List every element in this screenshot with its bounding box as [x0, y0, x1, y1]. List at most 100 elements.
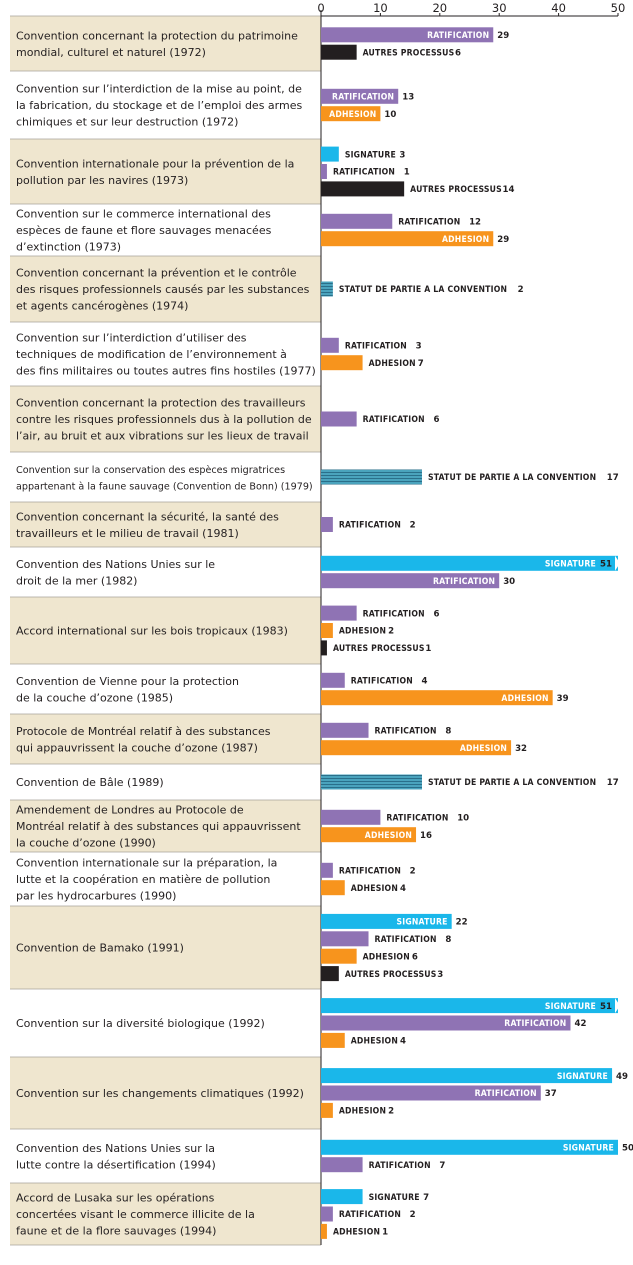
bar-category-label: SIGNATURE — [545, 560, 596, 570]
bar-category-label: SIGNATURE — [345, 150, 396, 160]
bar-category-label: RATIFICATION — [369, 1161, 431, 1171]
bar-value-label: 10 — [457, 814, 469, 824]
bar-category-label: RATIFICATION — [504, 1019, 566, 1029]
bar-ratification — [321, 605, 357, 621]
bar-adhesion — [321, 1102, 333, 1118]
bar-category-label: RATIFICATION — [333, 168, 395, 178]
bar-adhesion — [321, 106, 381, 122]
row-label: Convention concernant la protection des … — [16, 397, 312, 443]
overflow-marker — [615, 555, 620, 571]
bar-category-label: ADHESION — [339, 1107, 386, 1117]
bar-value-label: 8 — [445, 727, 451, 737]
bar-category-label: STATUT DE PARTIE A LA CONVENTION — [428, 473, 596, 483]
row-backgrounds — [10, 16, 321, 1245]
row-background — [10, 1183, 321, 1245]
bar-category-label: ADHESION — [369, 359, 416, 369]
row-label: Convention concernant la protection du p… — [16, 29, 298, 59]
row-label-line: chimiques et sur leur destruction (1972) — [16, 116, 238, 129]
row-label-line: Accord international sur les bois tropic… — [16, 625, 288, 638]
bar-value-label: 49 — [616, 1072, 628, 1082]
row-label-line: Convention sur la conservation des espèc… — [16, 464, 285, 476]
bar-value-label: 3 — [399, 150, 405, 160]
bar-value-label: 2 — [388, 627, 394, 637]
row-label-line: contre les risques professionnels dus à … — [16, 413, 312, 426]
row-labels: Convention concernant la protection du p… — [16, 29, 316, 1237]
bar-category-label: RATIFICATION — [339, 1210, 401, 1220]
bar-category-label: SIGNATURE — [545, 1002, 596, 1012]
row-background — [10, 256, 321, 322]
row-label: Convention de Vienne pour la protection d… — [16, 675, 239, 705]
bar-statut-de-partie-a-la-convention — [321, 469, 422, 485]
bar-value-label: 13 — [402, 93, 414, 103]
row-label-line: Amendement de Londres au Protocole de — [16, 804, 244, 817]
row-label-line: la fabrication, du stockage et de l’empl… — [16, 99, 302, 112]
bar-value-label: 1 — [404, 168, 410, 178]
bar-category-label: AUTRES PROCESSUS — [345, 970, 437, 980]
bar-value-label: 4 — [400, 884, 406, 894]
bar-adhesion — [321, 1223, 327, 1239]
bar-value-label: 16 — [420, 831, 432, 841]
row-label-line: Convention de Bâle (1989) — [16, 776, 164, 789]
bar-ratification — [321, 809, 381, 825]
row-label-line: Convention sur l’interdiction de la mise… — [16, 83, 302, 96]
row-label-line: Convention sur le commerce international… — [16, 208, 271, 221]
bar-category-label: RATIFICATION — [332, 93, 394, 103]
bar-value-label: 50 — [622, 1144, 633, 1154]
bar-ratification — [321, 411, 357, 427]
bar-category-label: ADHESION — [460, 744, 507, 754]
bar-value-label: 3 — [437, 970, 443, 980]
row-label: Convention sur les changements climatiqu… — [16, 1087, 304, 1100]
row-background — [10, 502, 321, 547]
bar-category-label: RATIFICATION — [427, 31, 489, 41]
row-label-line: d’extinction (1973) — [16, 241, 121, 254]
x-tick-label: 20 — [432, 1, 447, 15]
bar-value-label: 2 — [518, 285, 524, 295]
row-label-line: droit de la mer (1982) — [16, 574, 137, 587]
bar-category-label: ADHESION — [333, 1228, 380, 1238]
bar-category-label: ADHESION — [351, 1037, 398, 1047]
row-label: Convention sur la conservation des espèc… — [16, 464, 313, 493]
row-label: Convention concernant la prévention et l… — [16, 267, 310, 313]
bar-adhesion — [321, 740, 512, 756]
bar-category-label: RATIFICATION — [363, 609, 425, 619]
bar-value-label: 42 — [574, 1019, 586, 1029]
bar-adhesion — [321, 623, 333, 638]
bar-adhesion — [321, 827, 417, 843]
bar-signature — [321, 146, 339, 162]
row-label-line: Convention de Bamako (1991) — [16, 942, 184, 955]
bar-category-label: STATUT DE PARTIE A LA CONVENTION — [339, 285, 507, 295]
bar-value-label: 1 — [382, 1228, 388, 1238]
row-background — [10, 906, 321, 989]
row-label-line: pollution par les navires (1973) — [16, 174, 188, 187]
bar-ratification — [321, 862, 333, 878]
row-label: Convention des Nations Unies sur le droit… — [16, 558, 215, 588]
row-background — [10, 139, 321, 204]
row-label-line: appartenant à la faune sauvage (Conventi… — [16, 480, 313, 492]
row-label-line: Convention de Vienne pour la protection — [16, 675, 239, 688]
bar-autres-processus — [321, 181, 405, 197]
bar-ratification — [321, 517, 333, 532]
row-label-line: faune et de la flore sauvages (1994) — [16, 1225, 216, 1238]
bar-ratification — [321, 1206, 333, 1222]
bar-signature — [321, 1068, 613, 1084]
bar-category-label: RATIFICATION — [351, 677, 413, 687]
bar-category-label: RATIFICATION — [339, 867, 401, 877]
bar-value-label: 30 — [503, 577, 515, 587]
bar-value-label: 6 — [455, 48, 461, 58]
row-label-line: techniques de modification de l’environn… — [16, 348, 287, 361]
x-tick-label: 0 — [317, 1, 324, 15]
bar-value-label: 7 — [418, 359, 424, 369]
row-label-line: des fins militaires ou toutes autres fin… — [16, 365, 316, 378]
bar-ratification — [321, 27, 494, 43]
bar-value-label: 51 — [600, 1002, 612, 1012]
bar-autres-processus — [321, 966, 339, 982]
bar-category-label: RATIFICATION — [345, 342, 407, 352]
bar-adhesion — [321, 355, 363, 371]
row-label: Protocole de Montréal relatif à des subs… — [16, 725, 271, 755]
bar-category-label: AUTRES PROCESSUS — [363, 48, 455, 58]
bar-ratification — [321, 1015, 571, 1031]
row-label-line: Convention des Nations Unies sur le — [16, 558, 215, 571]
bar-category-label: RATIFICATION — [339, 521, 401, 531]
bar-value-label: 2 — [410, 521, 416, 531]
bar-ratification — [321, 1085, 541, 1101]
